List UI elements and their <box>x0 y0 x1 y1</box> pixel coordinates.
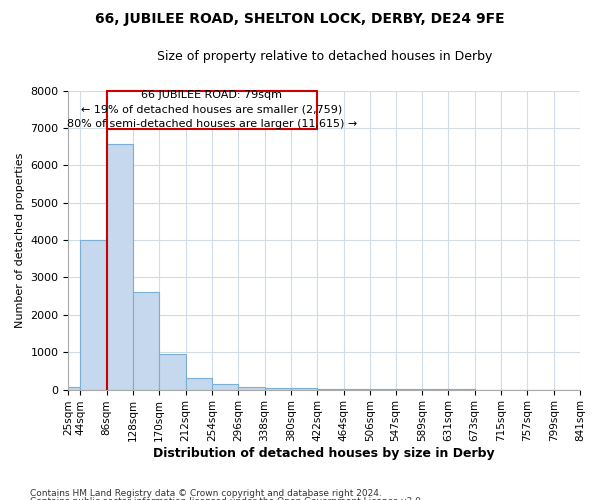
X-axis label: Distribution of detached houses by size in Derby: Distribution of detached houses by size … <box>154 447 495 460</box>
Bar <box>68 386 80 390</box>
Bar <box>80 240 107 390</box>
Title: Size of property relative to detached houses in Derby: Size of property relative to detached ho… <box>157 50 492 63</box>
Bar <box>133 292 160 390</box>
Bar <box>185 378 212 390</box>
Bar <box>107 90 317 128</box>
Text: 66, JUBILEE ROAD, SHELTON LOCK, DERBY, DE24 9FE: 66, JUBILEE ROAD, SHELTON LOCK, DERBY, D… <box>95 12 505 26</box>
Bar <box>160 354 185 390</box>
Bar <box>317 389 344 390</box>
Text: 66 JUBILEE ROAD: 79sqm
← 19% of detached houses are smaller (2,759)
80% of semi-: 66 JUBILEE ROAD: 79sqm ← 19% of detached… <box>67 90 357 130</box>
Bar <box>212 384 238 390</box>
Text: Contains HM Land Registry data © Crown copyright and database right 2024.: Contains HM Land Registry data © Crown c… <box>30 488 382 498</box>
Text: Contains public sector information licensed under the Open Government Licence v3: Contains public sector information licen… <box>30 498 424 500</box>
Bar <box>291 388 317 390</box>
Bar <box>344 389 370 390</box>
Y-axis label: Number of detached properties: Number of detached properties <box>15 152 25 328</box>
Bar <box>107 144 133 390</box>
Bar <box>238 386 265 390</box>
Bar <box>265 388 291 390</box>
